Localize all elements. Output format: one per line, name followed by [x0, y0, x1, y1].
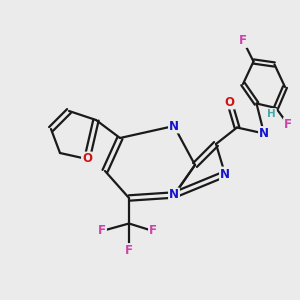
- Text: N: N: [220, 167, 230, 181]
- Text: N: N: [169, 188, 179, 202]
- Text: O: O: [82, 152, 92, 166]
- Text: N: N: [259, 127, 269, 140]
- Text: F: F: [98, 224, 106, 238]
- Text: F: F: [149, 224, 157, 238]
- Text: F: F: [239, 34, 247, 47]
- Text: O: O: [224, 95, 235, 109]
- Text: H: H: [267, 109, 276, 119]
- Text: F: F: [284, 118, 292, 131]
- Text: N: N: [169, 119, 179, 133]
- Text: F: F: [125, 244, 133, 257]
